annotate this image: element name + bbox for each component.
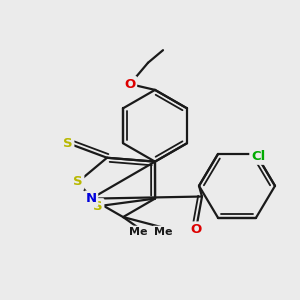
Text: Me: Me [154, 227, 172, 237]
Text: N: N [85, 192, 97, 205]
Text: Me: Me [129, 227, 147, 237]
Text: S: S [93, 200, 103, 213]
Text: S: S [63, 137, 73, 150]
Text: O: O [124, 78, 136, 91]
Text: Cl: Cl [251, 150, 265, 163]
Text: O: O [190, 223, 202, 236]
Text: S: S [73, 176, 83, 188]
